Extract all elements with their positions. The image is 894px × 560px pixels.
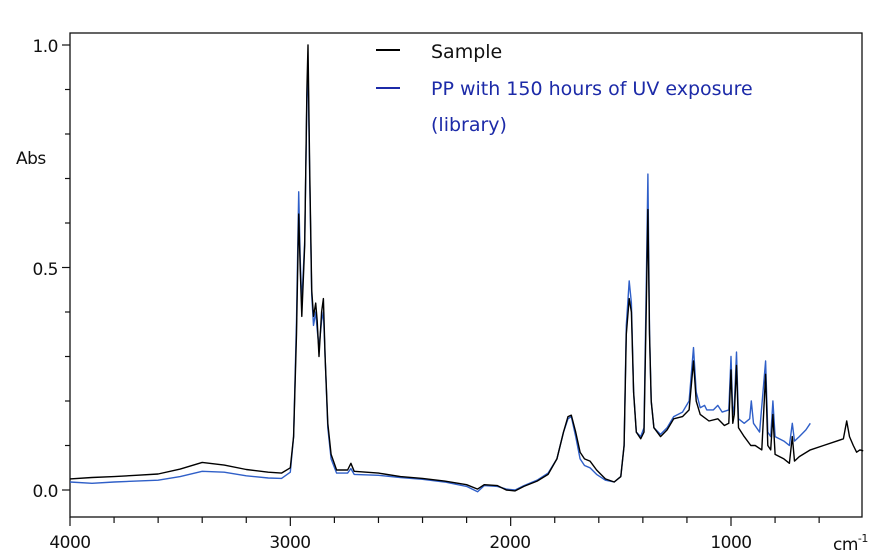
y-axis-label: Abs xyxy=(16,149,46,169)
y-tick-label: 1.0 xyxy=(32,37,58,57)
plot-frame xyxy=(69,32,863,518)
legend-label-sample: Sample xyxy=(431,41,502,63)
x-tick-label: 4000 xyxy=(49,533,90,553)
series-lines xyxy=(69,44,864,493)
x-axis-unit: cm xyxy=(833,535,858,555)
x-axis-unit-exponent: -1 xyxy=(858,532,868,545)
legend-label-library-suffix: (library) xyxy=(431,114,507,136)
legend: Sample PP with 150 hours of UV exposure … xyxy=(376,41,753,136)
y-tick-label: 0.5 xyxy=(32,260,58,280)
series-line-sample xyxy=(69,44,864,492)
x-tick-label: 2000 xyxy=(489,533,530,553)
x-tick-label: 1000 xyxy=(710,533,751,553)
x-axis-label: cm-1 xyxy=(833,532,868,555)
legend-label-library: PP with 150 hours of UV exposure xyxy=(431,78,753,100)
y-tick-label: 0.0 xyxy=(32,482,58,502)
x-tick-label: 3000 xyxy=(269,533,310,553)
axis-ticks xyxy=(62,44,820,526)
